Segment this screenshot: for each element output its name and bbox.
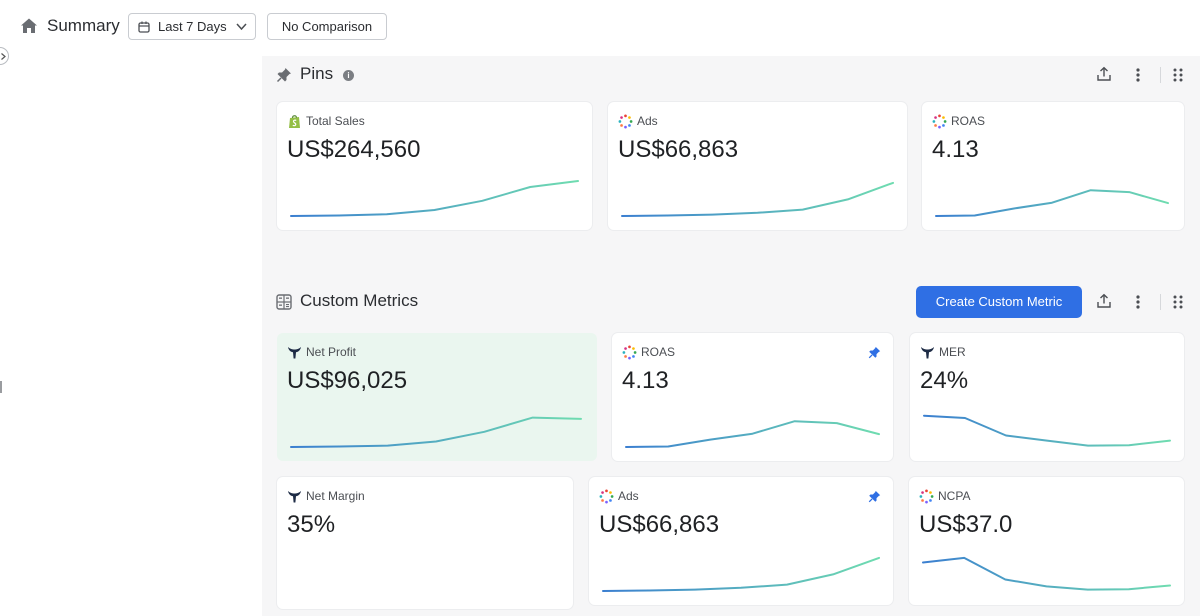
calendar-icon (138, 21, 150, 33)
sidebar-resize-handle[interactable] (0, 381, 2, 393)
pins-title: Pins (300, 64, 334, 83)
metric-label: Ads (637, 114, 658, 128)
pin-icon[interactable] (868, 490, 881, 503)
chevron-down-icon (236, 23, 247, 31)
toolbar-divider (1160, 67, 1161, 83)
calculator-icon (276, 294, 292, 310)
sparkline-chart (290, 180, 579, 217)
metric-value: US$66,863 (618, 136, 739, 163)
metric-card-mer[interactable]: MER 24% (910, 333, 1184, 461)
dotted-ring-icon (599, 489, 614, 504)
sparkline-line (935, 189, 1169, 217)
metric-card-roas[interactable]: ROAS 4.13 (922, 102, 1184, 230)
metric-value: US$264,560 (287, 136, 421, 163)
sparkline-chart (935, 189, 1169, 217)
sparkline-chart (602, 556, 880, 592)
export-icon[interactable] (1096, 293, 1112, 309)
metric-label: ROAS (951, 114, 986, 128)
sparkline-line (290, 416, 582, 448)
metric-value: 24% (920, 367, 969, 394)
metric-label: Net Profit (306, 345, 357, 359)
metric-card-net-margin[interactable]: Net Margin 35% (277, 477, 573, 609)
metric-label: MER (939, 345, 966, 359)
dotted-ring-icon (618, 114, 633, 129)
shopify-icon (289, 115, 300, 128)
sparkline-line (625, 420, 880, 448)
dotted-ring-icon (622, 345, 637, 360)
metric-label: NCPA (938, 489, 971, 503)
metric-label: ROAS (641, 345, 676, 359)
dotted-ring-icon (919, 489, 934, 504)
chevron-right-icon (1, 53, 6, 60)
create-custom-metric-button[interactable]: Create Custom Metric (916, 286, 1082, 318)
sparkline-line (922, 556, 1171, 591)
date-range-label: Last 7 Days (158, 19, 227, 34)
triple-whale-icon (921, 347, 934, 359)
metric-card-total-sales[interactable]: Total Sales US$264,560 (277, 102, 592, 230)
metric-value: 35% (287, 511, 336, 538)
metric-card-net-profit[interactable]: Net Profit US$96,025 (277, 333, 597, 461)
sparkline-line (602, 556, 880, 592)
sparkline-chart (922, 556, 1171, 591)
triple-whale-icon (288, 347, 301, 359)
info-icon[interactable]: i (343, 70, 354, 81)
metric-card-roas[interactable]: ROAS 4.13 (612, 333, 893, 461)
sparkline-chart (290, 416, 582, 448)
sparkline-chart (923, 414, 1171, 447)
custom-metrics-header: Custom Metrics Create Custom Metric (276, 286, 1192, 318)
page-title: Summary (47, 16, 120, 35)
date-range-button[interactable]: Last 7 Days (128, 13, 256, 40)
metric-card-ncpa[interactable]: NCPA US$37.0 (909, 477, 1184, 605)
metric-card-ads[interactable]: Ads US$66,863 (589, 477, 893, 605)
pin-icon (276, 68, 291, 83)
sparkline-chart (287, 541, 563, 597)
top-bar: Summary Last 7 Days No Comparison (0, 0, 1200, 56)
pins-header: Pins i (276, 61, 1192, 89)
metric-label: Total Sales (306, 114, 365, 128)
sparkline-chart (621, 181, 894, 217)
drag-handle-icon[interactable] (1173, 68, 1183, 82)
more-options-icon[interactable] (1136, 295, 1140, 309)
sparkline-line (621, 181, 894, 217)
metric-value: 4.13 (622, 367, 669, 394)
custom-metrics-title: Custom Metrics (300, 291, 419, 310)
sparkline-line (923, 414, 1171, 447)
metric-value: US$66,863 (599, 511, 720, 538)
sidebar (0, 56, 262, 616)
sparkline-chart (625, 420, 880, 448)
more-options-icon[interactable] (1136, 68, 1140, 82)
pin-icon[interactable] (868, 346, 881, 359)
export-icon[interactable] (1096, 66, 1112, 82)
metric-label: Net Margin (306, 489, 365, 503)
metric-value: US$96,025 (287, 367, 408, 394)
drag-handle-icon[interactable] (1173, 295, 1183, 309)
metric-card-ads[interactable]: Ads US$66,863 (608, 102, 907, 230)
sparkline-line (290, 180, 579, 217)
triple-whale-icon (288, 491, 301, 503)
metric-value: US$37.0 (919, 511, 1013, 538)
comparison-button[interactable]: No Comparison (267, 13, 387, 40)
metric-label: Ads (618, 489, 639, 503)
toolbar-divider (1160, 294, 1161, 310)
home-icon[interactable] (20, 17, 38, 35)
metric-value: 4.13 (932, 136, 979, 163)
dotted-ring-icon (932, 114, 947, 129)
